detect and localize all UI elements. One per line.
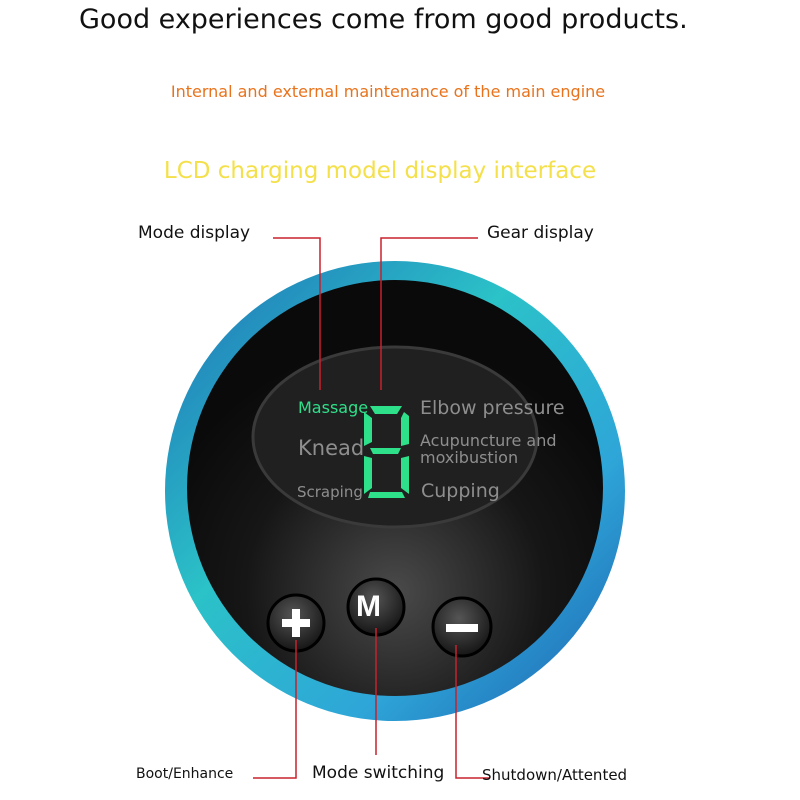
gear-digit-segments: [364, 406, 409, 498]
lcd-mode-cupping: Cupping: [421, 480, 500, 502]
lcd-mode-acupuncture: Acupuncture and moxibustion: [420, 431, 557, 467]
lcd-screen: [251, 345, 539, 529]
lcd-mode-massage: Massage: [298, 398, 369, 417]
section-title: LCD charging model display interface: [163, 158, 597, 184]
callout-mode-display: Mode display: [138, 223, 251, 243]
callout-gear-display: Gear display: [487, 223, 594, 243]
mode-button-label: M: [356, 590, 381, 623]
lcd-mode-knead: Knead: [298, 436, 365, 460]
callout-shutdown: Shutdown/Attented: [482, 766, 628, 784]
lcd-mode-elbow: Elbow pressure: [420, 397, 565, 419]
lcd-mode-scraping: Scraping: [297, 483, 363, 501]
callout-mode-switching: Mode switching: [312, 763, 445, 783]
callout-boot: Boot/Enhance: [136, 766, 234, 782]
headline: Good experiences come from good products…: [79, 4, 688, 35]
button-minus[interactable]: [431, 596, 493, 658]
callout-lines: [253, 237, 490, 779]
subtitle: Internal and external maintenance of the…: [170, 82, 606, 101]
